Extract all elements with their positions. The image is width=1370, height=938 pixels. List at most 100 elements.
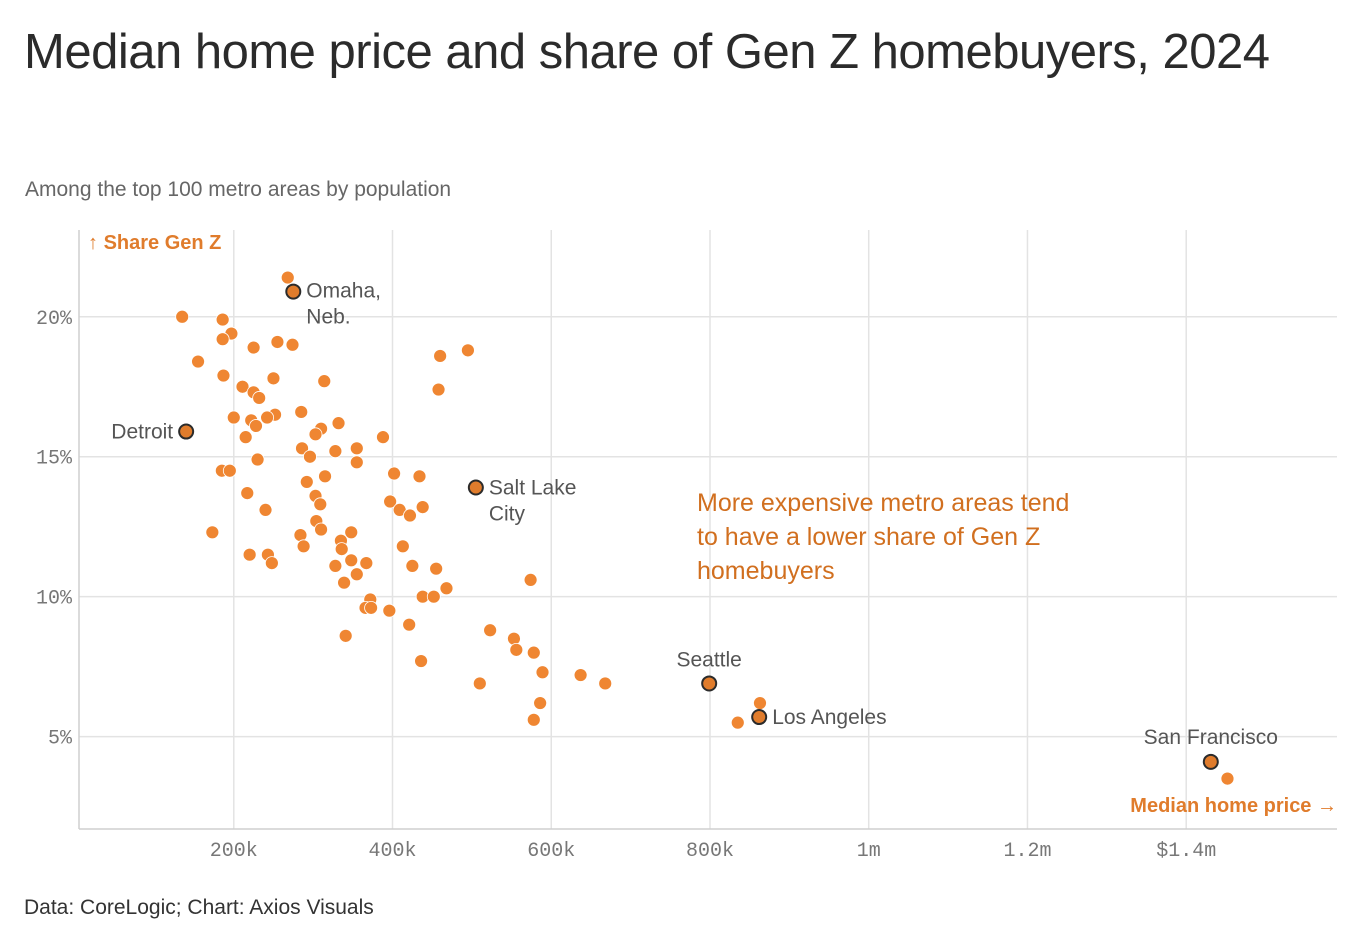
data-point bbox=[222, 463, 237, 478]
data-point bbox=[415, 500, 430, 515]
data-point bbox=[526, 645, 541, 660]
data-point bbox=[509, 642, 524, 657]
data-point bbox=[313, 497, 328, 512]
data-point bbox=[215, 312, 230, 327]
data-point bbox=[242, 547, 257, 562]
chart-title: Median home price and share of Gen Z hom… bbox=[24, 25, 1270, 79]
data-point bbox=[433, 349, 448, 363]
data-point bbox=[191, 354, 205, 369]
data-point bbox=[215, 332, 230, 347]
city-label: Omaha, Neb. bbox=[306, 280, 381, 329]
grid bbox=[79, 230, 1337, 829]
data-point bbox=[285, 337, 300, 352]
x-axis-title: Median home price → bbox=[1130, 795, 1337, 817]
data-point bbox=[216, 368, 231, 383]
data-point bbox=[535, 665, 550, 680]
data-point bbox=[429, 561, 444, 576]
chart-subtitle: Among the top 100 metro areas by populat… bbox=[25, 178, 452, 201]
data-point bbox=[235, 379, 250, 394]
data-point bbox=[472, 676, 487, 691]
data-point bbox=[383, 494, 398, 509]
city-label: Seattle bbox=[676, 648, 741, 671]
x-tick-label: 1m bbox=[857, 840, 881, 863]
data-point bbox=[270, 335, 285, 349]
x-tick-label: 600k bbox=[527, 840, 575, 863]
data-point bbox=[431, 382, 446, 397]
data-point bbox=[295, 441, 309, 456]
data-point bbox=[205, 525, 220, 540]
data-point bbox=[395, 539, 410, 554]
highlighted-point bbox=[751, 709, 768, 726]
data-point bbox=[349, 441, 364, 456]
data-point bbox=[507, 631, 521, 646]
data-point bbox=[331, 416, 346, 431]
trend-annotation: More expensive metro areas tend to have a… bbox=[697, 489, 1069, 585]
city-label: Salt Lake City bbox=[489, 477, 577, 526]
data-point bbox=[526, 712, 541, 727]
data-point bbox=[314, 522, 328, 537]
x-tick-label: 1.2m bbox=[1003, 840, 1051, 863]
data-point bbox=[258, 503, 273, 517]
data-point bbox=[533, 696, 548, 710]
data-point bbox=[337, 575, 351, 590]
data-point bbox=[730, 715, 745, 730]
data-point bbox=[252, 391, 267, 405]
data-point bbox=[402, 617, 417, 632]
annotation-text: More expensive metro areas tend to have a… bbox=[697, 489, 1069, 585]
x-tick-label: 800k bbox=[686, 840, 734, 863]
tick-labels: 200k 400k 600k 800k 1m 1.2m $1.4m 5% 10% 15% 20% bbox=[36, 308, 1216, 863]
x-tick-label: 200k bbox=[210, 840, 258, 863]
highlighted-point bbox=[1202, 753, 1219, 770]
source-footer: Data: CoreLogic; Chart: Axios Visuals bbox=[24, 896, 374, 919]
highlighted-point bbox=[701, 675, 718, 692]
highlighted-point bbox=[285, 283, 302, 300]
data-point bbox=[359, 556, 374, 570]
data-point bbox=[296, 539, 311, 554]
data-point bbox=[753, 696, 767, 710]
data-point bbox=[280, 270, 295, 285]
data-points bbox=[175, 270, 1235, 786]
y-tick-label: 5% bbox=[48, 728, 73, 751]
y-tick-label: 15% bbox=[36, 448, 73, 471]
data-point bbox=[598, 676, 613, 691]
data-point bbox=[403, 508, 417, 523]
y-tick-label: 20% bbox=[36, 308, 73, 331]
data-point bbox=[1220, 771, 1235, 786]
data-point bbox=[523, 572, 538, 587]
data-point bbox=[338, 628, 353, 643]
x-tick-label: 400k bbox=[369, 840, 417, 863]
highlighted-points bbox=[178, 283, 1219, 770]
data-point bbox=[412, 469, 427, 484]
data-point bbox=[376, 430, 390, 445]
data-point bbox=[344, 553, 359, 568]
data-point bbox=[328, 444, 343, 459]
data-point bbox=[414, 654, 428, 668]
city-label: Los Angeles bbox=[772, 706, 886, 729]
data-point bbox=[266, 371, 281, 386]
data-point bbox=[240, 486, 255, 501]
city-label: Detroit bbox=[111, 421, 173, 444]
y-tick-label: 10% bbox=[36, 588, 73, 611]
y-axis-title: ↑ Share Gen Z bbox=[88, 232, 221, 254]
highlighted-point bbox=[467, 479, 484, 496]
data-point bbox=[299, 475, 314, 489]
data-point bbox=[349, 455, 364, 470]
data-point bbox=[461, 343, 475, 358]
data-point bbox=[308, 427, 323, 442]
data-point bbox=[364, 600, 378, 615]
data-point bbox=[303, 449, 317, 464]
data-point bbox=[226, 410, 241, 425]
data-point bbox=[344, 525, 359, 540]
city-labels: Omaha, Neb. Detroit Salt Lake City Seattle Los… bbox=[111, 280, 1278, 749]
data-point bbox=[294, 405, 309, 419]
data-point bbox=[264, 556, 279, 570]
data-point bbox=[349, 567, 364, 582]
data-point bbox=[175, 309, 190, 324]
data-point bbox=[405, 558, 420, 573]
data-point bbox=[483, 623, 498, 638]
data-point bbox=[334, 542, 349, 556]
data-point bbox=[382, 603, 397, 618]
city-label: San Francisco bbox=[1144, 726, 1278, 749]
data-point bbox=[387, 466, 401, 481]
